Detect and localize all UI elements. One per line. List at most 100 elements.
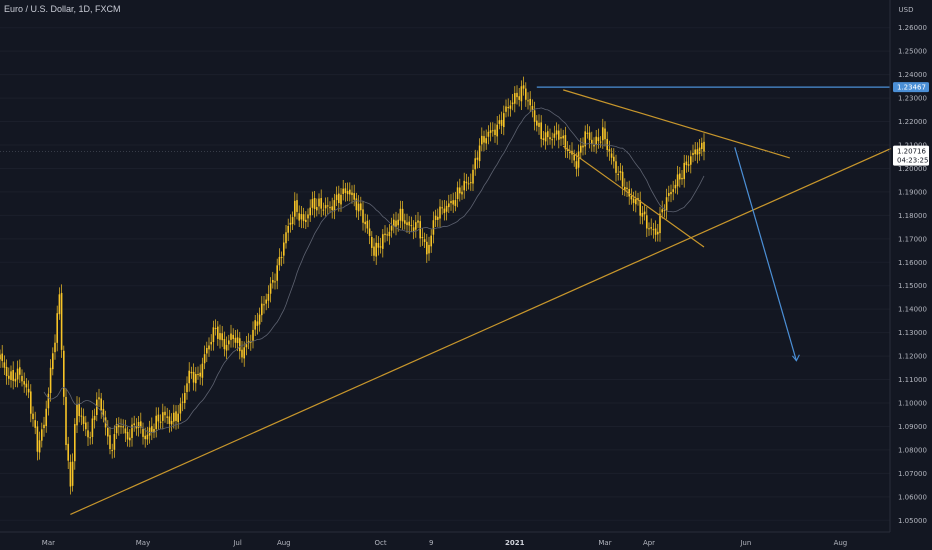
- candle-body: [584, 131, 586, 147]
- candle-body: [307, 214, 309, 219]
- candle-body: [8, 375, 10, 379]
- y-tick-label: 1.11000: [898, 376, 927, 384]
- y-tick-label: 1.19000: [898, 188, 927, 196]
- candle-body: [23, 381, 25, 385]
- candle-body: [522, 85, 525, 89]
- candle-body: [212, 327, 215, 343]
- candle-body: [415, 222, 417, 230]
- candle-body: [626, 187, 628, 190]
- candle-body: [217, 326, 219, 339]
- candle-body: [329, 207, 331, 209]
- candle-body: [641, 212, 644, 217]
- candle-body: [54, 342, 56, 353]
- candle-body: [384, 233, 386, 236]
- candle-body: [687, 164, 690, 166]
- candle-body: [159, 421, 162, 423]
- price-axis[interactable]: USD 1.05000 1.06000 1.07000 1.08000 1.09000 1.…: [889, 0, 927, 532]
- candle-body: [131, 424, 133, 438]
- candle-body: [544, 132, 547, 142]
- candle-body: [38, 440, 41, 453]
- candle-body: [483, 136, 485, 143]
- candle-body: [511, 102, 514, 105]
- grid-layer: [0, 27, 890, 521]
- candle-body: [170, 420, 173, 425]
- y-tick-label: 1.20000: [898, 165, 927, 173]
- candle-body: [342, 188, 344, 194]
- candle-body: [225, 344, 228, 351]
- candle-body: [206, 347, 208, 354]
- candle-body: [12, 370, 14, 381]
- candle-body: [582, 145, 584, 148]
- candle-body: [118, 425, 120, 428]
- ascending-trendline: [70, 147, 892, 515]
- candle-body: [188, 370, 190, 384]
- y-tick-label: 1.07000: [898, 470, 927, 478]
- candle-body: [390, 226, 393, 231]
- candle-body: [553, 133, 556, 138]
- candle-body: [199, 372, 201, 377]
- candle-body: [593, 145, 595, 147]
- candle-body: [65, 396, 67, 445]
- candle-body: [421, 237, 424, 239]
- candle-body: [331, 206, 333, 211]
- candle-body: [291, 217, 294, 225]
- y-tick-label: 1.08000: [898, 446, 927, 454]
- candle-body: [190, 371, 193, 374]
- candle-body: [122, 426, 124, 428]
- candle-body: [533, 110, 536, 122]
- candle-body: [228, 340, 230, 345]
- candle-body: [529, 98, 531, 106]
- candle-body: [25, 383, 28, 388]
- candle-body: [652, 229, 655, 231]
- candle-body: [144, 435, 146, 440]
- candle-body: [230, 333, 232, 340]
- candle-body: [346, 190, 349, 195]
- candle-body: [133, 423, 135, 426]
- candle-body: [135, 426, 138, 429]
- candle-body: [679, 173, 681, 180]
- candle-body: [668, 193, 670, 196]
- candle-body: [221, 333, 223, 341]
- candle-body: [120, 426, 122, 428]
- candle-body: [243, 347, 245, 359]
- candle-body: [650, 227, 652, 229]
- candle-body: [283, 242, 285, 256]
- candle-body: [494, 129, 496, 135]
- candle-body: [177, 413, 179, 423]
- drawings-layer[interactable]: [70, 86, 892, 515]
- candle-body: [439, 206, 441, 219]
- y-tick-label: 1.26000: [898, 24, 927, 32]
- candle-body: [34, 420, 36, 428]
- candle-body: [309, 207, 311, 216]
- candle-body: [599, 141, 602, 143]
- candle-body: [485, 138, 487, 144]
- candle-body: [124, 428, 127, 434]
- candle-body: [602, 127, 604, 141]
- candle-body: [263, 304, 265, 306]
- candle-body: [681, 177, 683, 180]
- moving-average-line: [43, 107, 705, 433]
- candle-body: [322, 209, 325, 211]
- candle-body: [615, 161, 617, 173]
- candle-body: [443, 208, 446, 214]
- candle-body: [492, 130, 494, 132]
- candle-body: [536, 120, 538, 126]
- candle-body: [78, 403, 80, 417]
- candle-body: [36, 426, 39, 452]
- candle-body: [52, 353, 54, 370]
- candle-body: [47, 393, 50, 409]
- candle-body: [67, 443, 69, 461]
- candle-body: [509, 105, 512, 109]
- candle-body: [503, 113, 505, 128]
- candle-body: [109, 435, 111, 450]
- candle-body: [320, 198, 322, 209]
- candle-body: [472, 169, 474, 184]
- projection-arrow-line: [734, 147, 797, 361]
- candle-body: [661, 209, 663, 213]
- time-axis[interactable]: Mar May Jul Aug Oct 9 2021 Mar Apr Jun Aug: [0, 531, 890, 547]
- candle-body: [382, 234, 384, 249]
- candle-body: [181, 401, 184, 403]
- candle-body: [1, 353, 3, 361]
